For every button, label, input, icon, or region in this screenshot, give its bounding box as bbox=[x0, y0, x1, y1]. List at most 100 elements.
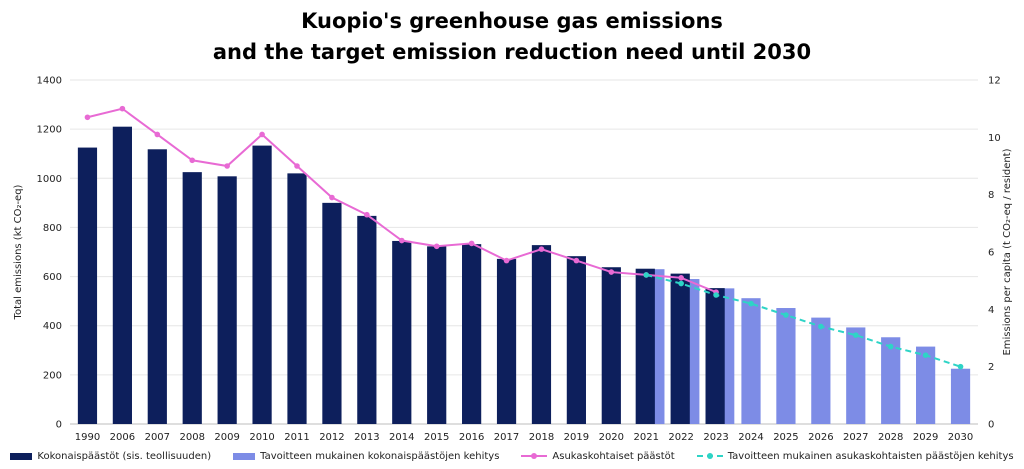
legend-swatch-target-total bbox=[233, 452, 256, 460]
per-capita-point bbox=[119, 105, 126, 112]
per-capita-point bbox=[259, 131, 265, 138]
legend-item-target-per-capita: Tavoitteen mukainen asukaskohtaisten pää… bbox=[696, 450, 1014, 462]
target-per-capita-point bbox=[852, 332, 859, 338]
legend-swatch-per-capita bbox=[521, 451, 548, 461]
y-tick-left: 0 bbox=[56, 420, 62, 431]
bar-total-emissions bbox=[252, 145, 272, 424]
x-tick-label: 2007 bbox=[145, 432, 170, 443]
bar-total-emissions bbox=[427, 246, 447, 424]
per-capita-point bbox=[538, 246, 545, 252]
legend-swatch-target-per-capita bbox=[696, 451, 723, 461]
chart-title: Kuopio's greenhouse gas emissions and th… bbox=[0, 6, 1024, 68]
per-capita-point bbox=[608, 269, 615, 275]
bar-target-total bbox=[741, 298, 761, 424]
bar-total-emissions bbox=[462, 244, 482, 424]
chart-legend: Kokonaispäästöt (sis. teollisuuden) Tavo… bbox=[0, 447, 1024, 465]
target-per-capita-point bbox=[922, 352, 929, 359]
per-capita-point bbox=[154, 131, 161, 138]
y-tick-left: 200 bbox=[43, 370, 62, 381]
per-capita-point bbox=[364, 211, 370, 218]
y-tick-left: 400 bbox=[43, 321, 62, 332]
per-capita-point bbox=[294, 163, 300, 169]
bar-target-total bbox=[950, 368, 971, 424]
legend-item-target-total: Tavoitteen mukainen kokonaispäästöjen ke… bbox=[233, 451, 499, 462]
x-tick-label: 2019 bbox=[564, 432, 589, 443]
legend-label-target-per-capita: Tavoitteen mukainen asukaskohtaisten pää… bbox=[727, 450, 1014, 462]
x-tick-label: 2011 bbox=[284, 432, 309, 443]
bar-target-total bbox=[916, 346, 936, 424]
bar-total-emissions bbox=[287, 173, 307, 424]
bar-total-emissions bbox=[496, 258, 517, 424]
emissions-chart: 0 200 400 600 800 1000 1200 1400 0 2 4 6 8 10 12 Total … bbox=[13, 76, 1013, 444]
x-tick-label: 2030 bbox=[948, 432, 973, 443]
bar-total-emissions bbox=[670, 273, 690, 424]
target-per-capita-point bbox=[818, 323, 824, 330]
per-capita-point bbox=[398, 237, 405, 244]
bar-target-total bbox=[881, 337, 901, 424]
bar-total-emissions bbox=[635, 268, 655, 424]
x-tick-label: 2009 bbox=[214, 432, 239, 443]
per-capita-point bbox=[468, 240, 475, 247]
per-capita-point bbox=[573, 257, 580, 264]
x-tick-label: 2024 bbox=[738, 432, 763, 443]
y-tick-left: 1200 bbox=[37, 125, 62, 136]
bar-target-total bbox=[811, 317, 831, 424]
bar-total-emissions bbox=[566, 256, 586, 424]
y-tick-right: 6 bbox=[988, 248, 994, 259]
x-tick-label: 2018 bbox=[529, 432, 554, 443]
bar-total-emissions bbox=[182, 172, 202, 424]
target-per-capita-point bbox=[643, 272, 650, 278]
y-tick-right: 12 bbox=[988, 76, 1001, 87]
chart-title-line-1: Kuopio's greenhouse gas emissions bbox=[301, 9, 723, 33]
target-per-capita-point bbox=[748, 300, 754, 307]
y-tick-right: 4 bbox=[988, 305, 994, 316]
x-tick-label: 2022 bbox=[668, 432, 693, 443]
legend-label-target-total: Tavoitteen mukainen kokonaispäästöjen ke… bbox=[260, 450, 500, 462]
per-capita-point bbox=[224, 163, 230, 169]
target-per-capita-line bbox=[645, 273, 961, 368]
bar-total-emissions bbox=[322, 202, 342, 424]
x-tick-label: 2012 bbox=[319, 432, 344, 443]
target-per-capita-point bbox=[783, 312, 789, 318]
legend-swatch-total bbox=[10, 452, 33, 460]
x-tick-label: 2015 bbox=[424, 432, 449, 443]
bar-target-total bbox=[846, 327, 866, 424]
bar-total-emissions bbox=[705, 288, 725, 424]
chart-title-line-2: and the target emission reduction need u… bbox=[212, 40, 812, 64]
y-tick-left: 600 bbox=[43, 272, 62, 283]
y-tick-left: 800 bbox=[43, 223, 62, 234]
y-tick-right: 8 bbox=[988, 190, 994, 201]
bar-total-emissions bbox=[147, 149, 167, 424]
x-tick-label: 2014 bbox=[389, 432, 414, 443]
per-capita-point bbox=[329, 194, 335, 201]
target-per-capita-point bbox=[678, 280, 684, 287]
y-tick-right: 2 bbox=[988, 362, 994, 373]
x-tick-label: 2017 bbox=[494, 432, 519, 443]
target-per-capita-point bbox=[957, 363, 964, 370]
bar-total-emissions bbox=[601, 267, 621, 424]
legend-item-total-emissions: Kokonaispäästöt (sis. teollisuuden) bbox=[10, 451, 211, 462]
bar-total-emissions bbox=[112, 126, 132, 424]
x-tick-label: 2029 bbox=[913, 432, 938, 443]
per-capita-point bbox=[189, 157, 196, 164]
x-tick-label: 2026 bbox=[808, 432, 833, 443]
per-capita-point bbox=[678, 275, 684, 281]
y-axis-title-right: Emissions per capita (t CO₂-eq / residen… bbox=[1002, 148, 1013, 355]
x-tick-label: 2023 bbox=[703, 432, 728, 443]
bar-total-emissions bbox=[392, 240, 412, 424]
x-tick-label: 2027 bbox=[843, 432, 868, 443]
x-tick-label: 2006 bbox=[110, 432, 135, 443]
target-per-capita-point bbox=[713, 292, 719, 298]
legend-item-per-capita: Asukaskohtaiset päästöt bbox=[521, 451, 675, 462]
per-capita-point bbox=[503, 257, 510, 264]
x-tick-label: 2016 bbox=[459, 432, 484, 443]
bar-total-emissions bbox=[357, 215, 377, 424]
y-axis-title-left: Total emissions (kt CO₂-eq) bbox=[13, 184, 24, 320]
bar-total-emissions bbox=[531, 245, 552, 424]
y-tick-right: 0 bbox=[988, 420, 994, 431]
y-tick-left: 1400 bbox=[37, 76, 62, 87]
legend-label-total: Kokonaispäästöt (sis. teollisuuden) bbox=[37, 450, 212, 462]
bar-target-total bbox=[776, 308, 796, 424]
per-capita-point bbox=[433, 243, 440, 250]
bar-total-emissions bbox=[77, 147, 98, 425]
